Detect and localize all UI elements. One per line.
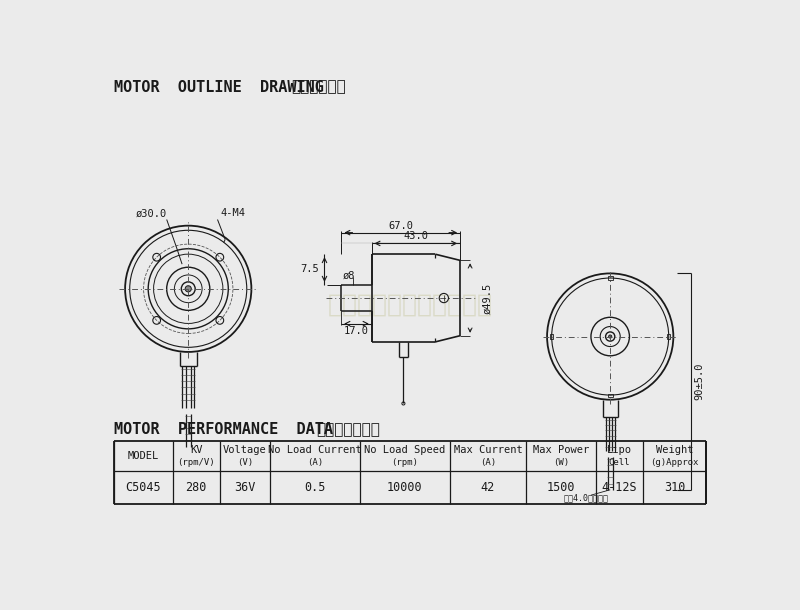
Text: KV: KV xyxy=(190,445,202,454)
Text: 深圳市东兴航模有限公司: 深圳市东兴航模有限公司 xyxy=(327,292,493,316)
Text: 焊接4.0香蕉公头: 焊接4.0香蕉公头 xyxy=(564,493,609,503)
Text: Lipo: Lipo xyxy=(607,445,632,454)
Text: 7.5: 7.5 xyxy=(300,265,319,274)
Text: (A): (A) xyxy=(307,458,323,467)
Text: （性能参数）：: （性能参数）： xyxy=(316,422,380,437)
Text: 4-12S: 4-12S xyxy=(602,481,637,494)
Text: ø49.5: ø49.5 xyxy=(482,282,493,314)
Text: 67.0: 67.0 xyxy=(388,221,414,231)
Text: 36V: 36V xyxy=(234,481,256,494)
Text: Voltage: Voltage xyxy=(223,445,267,454)
Text: (V): (V) xyxy=(237,458,253,467)
Text: C5045: C5045 xyxy=(126,481,161,494)
Text: (A): (A) xyxy=(480,458,496,467)
Text: MOTOR  PERFORMANCE  DATA: MOTOR PERFORMANCE DATA xyxy=(114,422,333,437)
Bar xyxy=(667,334,670,339)
Text: 4-M4: 4-M4 xyxy=(221,209,246,218)
Bar xyxy=(550,334,554,339)
Text: ø8: ø8 xyxy=(343,270,355,281)
Text: Max Power: Max Power xyxy=(533,445,589,454)
Text: 0.5: 0.5 xyxy=(305,481,326,494)
Text: Weight: Weight xyxy=(656,445,694,454)
Text: No Load Current: No Load Current xyxy=(268,445,362,454)
Text: （外形图）：: （外形图）： xyxy=(291,79,346,95)
Circle shape xyxy=(609,335,612,338)
Text: 1500: 1500 xyxy=(547,481,575,494)
Text: ø30.0: ø30.0 xyxy=(136,209,167,218)
Text: 10000: 10000 xyxy=(387,481,422,494)
Text: 90±5.0: 90±5.0 xyxy=(694,363,704,400)
Text: (rpm/V): (rpm/V) xyxy=(178,458,215,467)
Text: 43.0: 43.0 xyxy=(403,232,428,242)
Circle shape xyxy=(185,285,191,292)
Text: (g)Approx: (g)Approx xyxy=(650,458,699,467)
Bar xyxy=(608,393,613,396)
Text: Max Current: Max Current xyxy=(454,445,522,454)
Text: 310: 310 xyxy=(664,481,686,494)
Text: 17.0: 17.0 xyxy=(344,326,369,336)
Text: 42: 42 xyxy=(481,481,495,494)
Text: (rpm): (rpm) xyxy=(391,458,418,467)
Text: MODEL: MODEL xyxy=(127,451,158,461)
Text: Cell: Cell xyxy=(609,458,630,467)
Text: 280: 280 xyxy=(186,481,207,494)
Text: (W): (W) xyxy=(553,458,569,467)
Bar xyxy=(608,276,613,279)
Text: MOTOR  OUTLINE  DRAWING: MOTOR OUTLINE DRAWING xyxy=(114,79,323,95)
Text: No Load Speed: No Load Speed xyxy=(364,445,446,454)
